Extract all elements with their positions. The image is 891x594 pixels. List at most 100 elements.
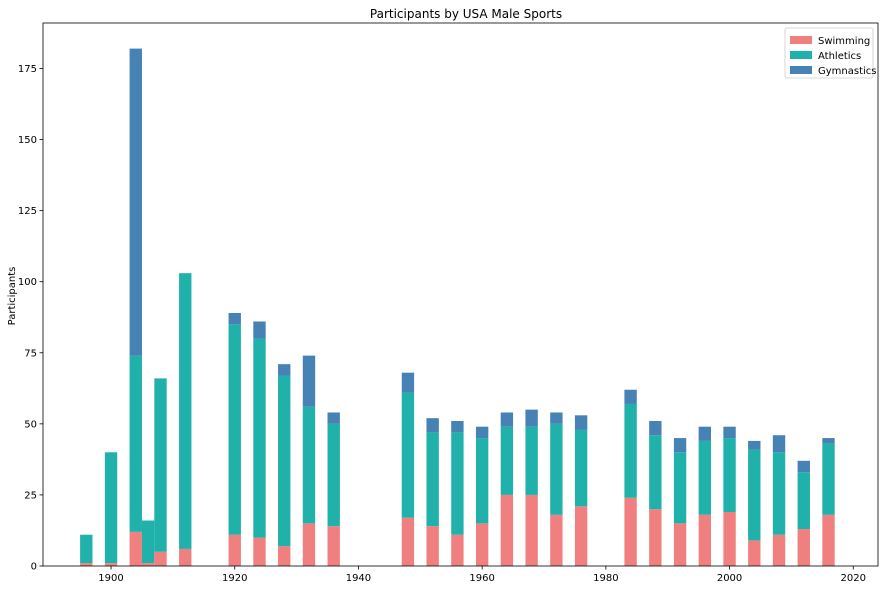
bar-gymnastics-1952 xyxy=(426,418,439,433)
axes-layer: 1900 1920 1940 1960 1980 2000 2020 0 25 50 75 100 12… xyxy=(18,22,879,584)
bar-gymnastics-2012 xyxy=(797,460,810,473)
y-tick-label-175: 175 xyxy=(18,64,37,75)
bar-athletics-1956 xyxy=(451,432,464,535)
bar-swimming-1984 xyxy=(624,497,637,566)
bar-athletics-1932 xyxy=(302,406,316,524)
y-tick-label-150: 150 xyxy=(18,135,37,146)
bar-swimming-1932 xyxy=(302,523,316,566)
bar-swimming-1988 xyxy=(649,509,662,566)
bar-swimming-1924 xyxy=(253,537,266,566)
bar-gymnastics-1920 xyxy=(228,312,241,325)
bar-gymnastics-1960 xyxy=(475,426,489,439)
y-tick-label-0: 0 xyxy=(31,562,37,573)
bar-athletics-2012 xyxy=(797,472,810,530)
bar-gymnastics-1996 xyxy=(698,426,711,441)
bar-swimming-1928 xyxy=(278,546,291,566)
bar-swimming-1908 xyxy=(154,551,167,566)
bar-athletics-1920 xyxy=(228,324,241,535)
bar-athletics-1996 xyxy=(698,440,711,515)
bar-swimming-1964 xyxy=(500,494,514,566)
bar-athletics-1904 xyxy=(129,355,142,532)
bar-swimming-1960 xyxy=(475,523,489,566)
bar-athletics-1906 xyxy=(141,520,155,564)
y-tick-label-125: 125 xyxy=(18,206,37,217)
x-tick-label-1920: 1920 xyxy=(222,573,247,584)
chart-title: Participants by USA Male Sports xyxy=(370,7,562,21)
bar-swimming-1906 xyxy=(141,563,155,566)
legend-swatch-gymnastics xyxy=(790,66,812,74)
bar-athletics-1984 xyxy=(624,403,637,498)
bar-athletics-1964 xyxy=(500,426,514,495)
legend-swatch-athletics xyxy=(790,51,812,59)
bar-swimming-2016 xyxy=(822,514,835,566)
bar-athletics-1896 xyxy=(80,534,93,564)
y-tick-label-75: 75 xyxy=(24,348,37,359)
bar-athletics-2000 xyxy=(723,438,736,512)
bar-gymnastics-1956 xyxy=(451,421,464,433)
bar-gymnastics-1904 xyxy=(129,48,142,356)
bar-swimming-2008 xyxy=(772,534,786,566)
y-tick-label-25: 25 xyxy=(24,490,37,501)
bar-athletics-1952 xyxy=(426,432,439,527)
bar-athletics-1924 xyxy=(253,338,266,538)
bar-gymnastics-2000 xyxy=(723,426,736,439)
bar-gymnastics-1992 xyxy=(673,438,687,453)
bar-athletics-2008 xyxy=(772,452,786,535)
bar-swimming-1936 xyxy=(327,526,340,566)
bar-athletics-2004 xyxy=(748,449,761,541)
y-tick-label-50: 50 xyxy=(24,419,37,430)
bar-gymnastics-1964 xyxy=(500,412,514,427)
bar-athletics-1972 xyxy=(550,423,563,515)
legend-swatch-swimming xyxy=(790,36,812,44)
bar-swimming-1948 xyxy=(401,517,415,566)
bar-athletics-1988 xyxy=(649,435,662,510)
legend-label-athletics: Athletics xyxy=(818,51,861,62)
bar-gymnastics-2004 xyxy=(748,440,761,450)
bar-athletics-1976 xyxy=(574,429,588,507)
legend-label-gymnastics: Gymnastics xyxy=(818,66,877,77)
bar-athletics-1908 xyxy=(154,378,167,552)
bar-gymnastics-1928 xyxy=(278,364,291,376)
bar-gymnastics-1968 xyxy=(525,409,538,427)
bar-swimming-2004 xyxy=(748,540,761,566)
bar-athletics-1912 xyxy=(179,273,192,549)
bar-athletics-1968 xyxy=(525,426,538,495)
x-tick-label-2020: 2020 xyxy=(841,573,866,584)
bar-gymnastics-2016 xyxy=(822,438,835,444)
bar-swimming-1976 xyxy=(574,506,588,566)
bar-athletics-1936 xyxy=(327,423,340,527)
bar-athletics-1900 xyxy=(104,452,118,564)
bar-swimming-1992 xyxy=(673,523,687,566)
y-axis-label: Participants xyxy=(7,267,18,326)
bar-swimming-1896 xyxy=(80,563,93,566)
bar-swimming-2012 xyxy=(797,529,810,566)
bar-swimming-1904 xyxy=(129,531,142,566)
bar-athletics-1992 xyxy=(673,452,687,524)
plot-frame xyxy=(42,22,879,567)
bars-layer xyxy=(80,48,835,566)
bar-gymnastics-1972 xyxy=(550,412,563,424)
x-tick-label-1960: 1960 xyxy=(469,573,494,584)
bar-swimming-1996 xyxy=(698,514,711,566)
bar-swimming-1952 xyxy=(426,526,439,566)
bar-athletics-2016 xyxy=(822,443,835,515)
bar-swimming-1920 xyxy=(228,534,241,566)
bar-swimming-1956 xyxy=(451,534,464,566)
bar-swimming-1972 xyxy=(550,514,563,566)
x-tick-label-1980: 1980 xyxy=(593,573,618,584)
bar-swimming-1912 xyxy=(179,548,192,566)
bar-athletics-1928 xyxy=(278,375,291,547)
bar-swimming-2000 xyxy=(723,511,736,566)
x-tick-label-1900: 1900 xyxy=(98,573,123,584)
x-tick-label-2000: 2000 xyxy=(717,573,742,584)
bar-gymnastics-1988 xyxy=(649,421,662,436)
x-tick-label-1940: 1940 xyxy=(346,573,371,584)
y-tick-label-100: 100 xyxy=(18,277,37,288)
bar-swimming-1968 xyxy=(525,494,538,566)
bar-athletics-1948 xyxy=(401,392,415,518)
bar-swimming-1900 xyxy=(104,563,118,566)
bar-gymnastics-2008 xyxy=(772,435,786,453)
